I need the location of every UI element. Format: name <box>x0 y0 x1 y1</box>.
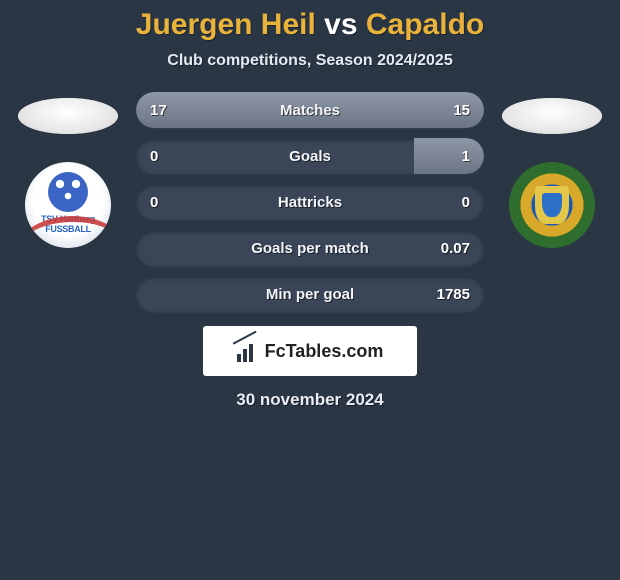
title-vs: vs <box>316 8 366 41</box>
stat-row: Min per goal1785 <box>136 276 484 312</box>
player-b-name: Capaldo <box>366 8 484 41</box>
right-side <box>502 92 602 248</box>
stats-list: 17Matches150Goals10Hattricks0Goals per m… <box>136 92 484 312</box>
comparison-card: Juergen Heil vs Capaldo Club competition… <box>0 0 620 410</box>
watermark: FcTables.com <box>203 326 417 376</box>
subtitle: Club competitions, Season 2024/2025 <box>167 52 452 70</box>
watermark-label: FcTables.com <box>265 341 384 362</box>
stat-value-left: 0 <box>150 194 190 211</box>
stat-row: 17Matches15 <box>136 92 484 128</box>
stat-value-right: 1785 <box>430 286 470 303</box>
stat-value-right: 0 <box>430 194 470 211</box>
stat-value-right: 0.07 <box>430 240 470 257</box>
stat-label: Matches <box>190 102 430 119</box>
stat-row: 0Hattricks0 <box>136 184 484 220</box>
ball-icon <box>48 172 88 212</box>
stat-value-right: 1 <box>430 148 470 165</box>
player-a-name: Juergen Heil <box>136 8 316 41</box>
stat-label: Goals <box>190 148 430 165</box>
player-a-club-badge: TSV HartbergFUSSBALL <box>25 162 111 248</box>
stat-row: 0Goals1 <box>136 138 484 174</box>
stat-label: Hattricks <box>190 194 430 211</box>
date: 30 november 2024 <box>236 390 383 410</box>
shield-icon <box>535 186 569 224</box>
stat-value-left: 0 <box>150 148 190 165</box>
stat-row: Goals per match0.07 <box>136 230 484 266</box>
player-b-flag <box>502 98 602 134</box>
left-side: TSV HartbergFUSSBALL <box>18 92 118 248</box>
page-title: Juergen Heil vs Capaldo <box>136 8 484 42</box>
barchart-icon <box>237 340 259 362</box>
stat-value-right: 15 <box>430 102 470 119</box>
ribbon-icon <box>25 214 111 248</box>
shield-inner <box>542 193 562 217</box>
stat-label: Goals per match <box>190 240 430 257</box>
player-a-flag <box>18 98 118 134</box>
content-row: TSV HartbergFUSSBALL 17Matches150Goals10… <box>0 92 620 312</box>
player-b-club-badge <box>509 162 595 248</box>
stat-label: Min per goal <box>190 286 430 303</box>
stat-value-left: 17 <box>150 102 190 119</box>
